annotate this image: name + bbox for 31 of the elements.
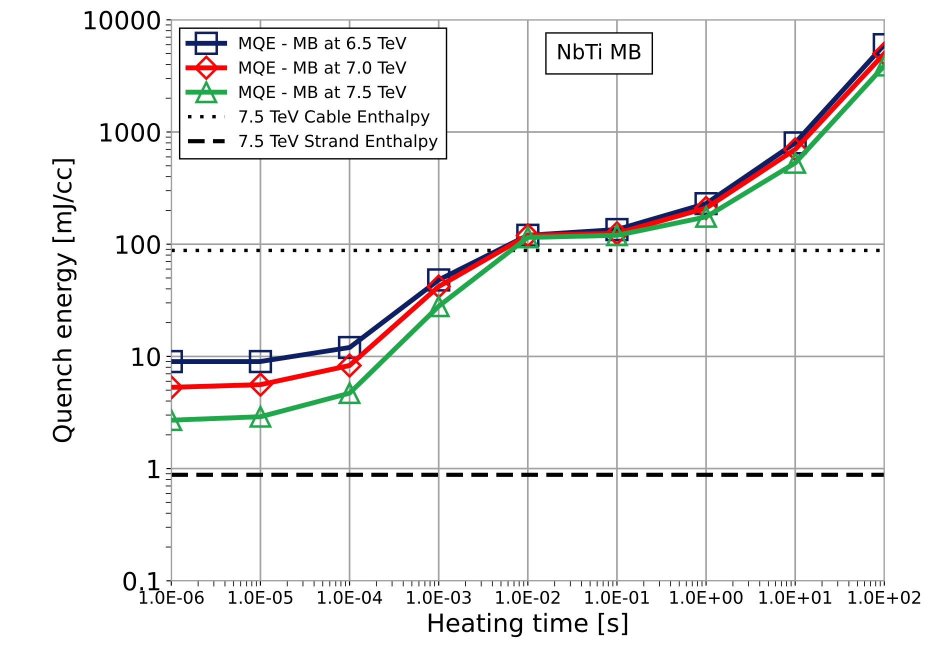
y-tick-label: 10 (132, 347, 160, 366)
annotation: NbTi MB (558, 43, 640, 60)
legend-label: MQE - MB at 6.5 TeV (240, 36, 406, 52)
x-tick-label: 1.0E+00 (670, 590, 743, 604)
legend-label: MQE - MB at 7.0 TeV (240, 61, 406, 76)
point (337, 353, 362, 378)
x-tick-label: 1.0E-02 (496, 590, 560, 604)
y-tick-label: 100 (116, 235, 160, 254)
x-tick-label: 1.0E-03 (407, 590, 471, 604)
y-tick-label: 0.1 (123, 572, 160, 591)
x-tick-label: 1.0E+02 (848, 590, 920, 604)
y-tick-label: 1 (148, 460, 160, 478)
point (784, 152, 806, 174)
point (249, 406, 272, 428)
legend-label: 7.5 TeV Strand Enthalpy (239, 134, 438, 150)
x-tick-label: 1.0E-06 (140, 590, 204, 604)
legend-label: 7.5 TeV Cable Enthalpy (239, 110, 430, 126)
point (248, 372, 273, 397)
y-tick-label: 10000 (84, 10, 160, 30)
x-tick-label: 1.0E-05 (228, 590, 292, 604)
x-tick-label: 1.0E-04 (318, 590, 382, 604)
x-tick-label: 1.0E+01 (760, 590, 832, 604)
point (428, 295, 450, 318)
x-tick-label: 1.0E-01 (585, 590, 649, 604)
point (338, 382, 361, 404)
legend-label: MQE - MB at 7.5 TeV (240, 86, 406, 100)
point (248, 350, 272, 374)
y-axis-title: Quench energy [mJ/cc] (52, 159, 76, 442)
y-tick-label: 1000 (100, 122, 160, 142)
x-axis-title: Heating time [s] (428, 612, 628, 638)
point (426, 274, 451, 299)
